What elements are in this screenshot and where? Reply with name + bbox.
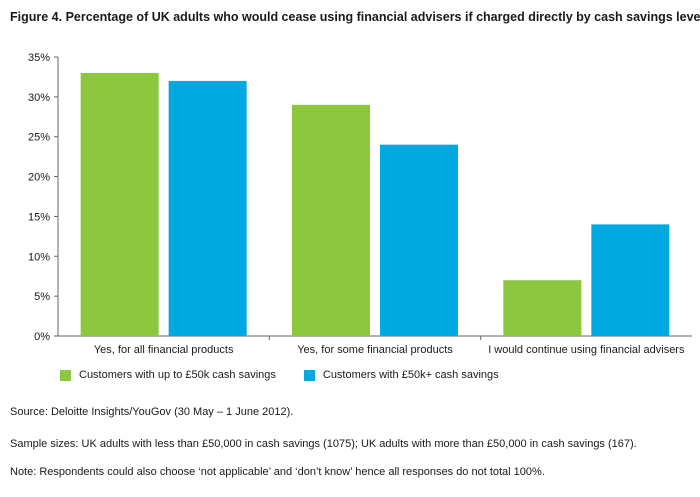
- x-category-label: Yes, for some financial products: [297, 344, 453, 356]
- legend-swatch-blue: [303, 369, 315, 381]
- chart-title: Figure 4. Percentage of UK adults who wo…: [10, 10, 700, 24]
- footnote: Note: Respondents could also choose ‘not…: [10, 466, 545, 478]
- y-tick-label: 5%: [34, 291, 50, 303]
- legend-item-series-1: Customers with up to £50k cash savings: [60, 369, 276, 381]
- chart-legend: Customers with up to £50k cash savings C…: [60, 369, 527, 381]
- bar-under-50k: [292, 104, 370, 336]
- y-tick-label: 20%: [28, 172, 50, 184]
- y-tick-label: 0%: [34, 331, 50, 343]
- y-tick-label: 35%: [28, 52, 50, 64]
- bar-chart: 0% 5% 10% 15% 20% 25% 30% 35% Yes, for all finan…: [28, 52, 692, 356]
- x-category-label: I would continue using financial adviser…: [488, 344, 685, 356]
- legend-item-series-2: Customers with £50k+ cash savings: [303, 369, 499, 381]
- legend-swatch-green: [60, 369, 71, 381]
- legend-label-series-1: Customers with up to £50k cash savings: [79, 369, 276, 381]
- legend-label-series-2: Customers with £50k+ cash savings: [322, 369, 499, 381]
- y-tick-label: 15%: [28, 211, 50, 223]
- x-category-label: Yes, for all financial products: [94, 344, 234, 356]
- bar-over-50k: [380, 144, 458, 336]
- bar-over-50k: [168, 80, 247, 337]
- y-tick-label: 25%: [28, 132, 50, 144]
- sample-size-note: Sample sizes: UK adults with less than £…: [10, 438, 637, 450]
- y-tick-label: 30%: [28, 92, 50, 104]
- source-note: Source: Deloitte Insights/YouGov (30 May…: [10, 406, 294, 418]
- bar-under-50k: [80, 72, 159, 336]
- y-tick-label: 10%: [28, 251, 50, 263]
- bar-under-50k: [503, 280, 582, 336]
- bar-over-50k: [591, 224, 670, 336]
